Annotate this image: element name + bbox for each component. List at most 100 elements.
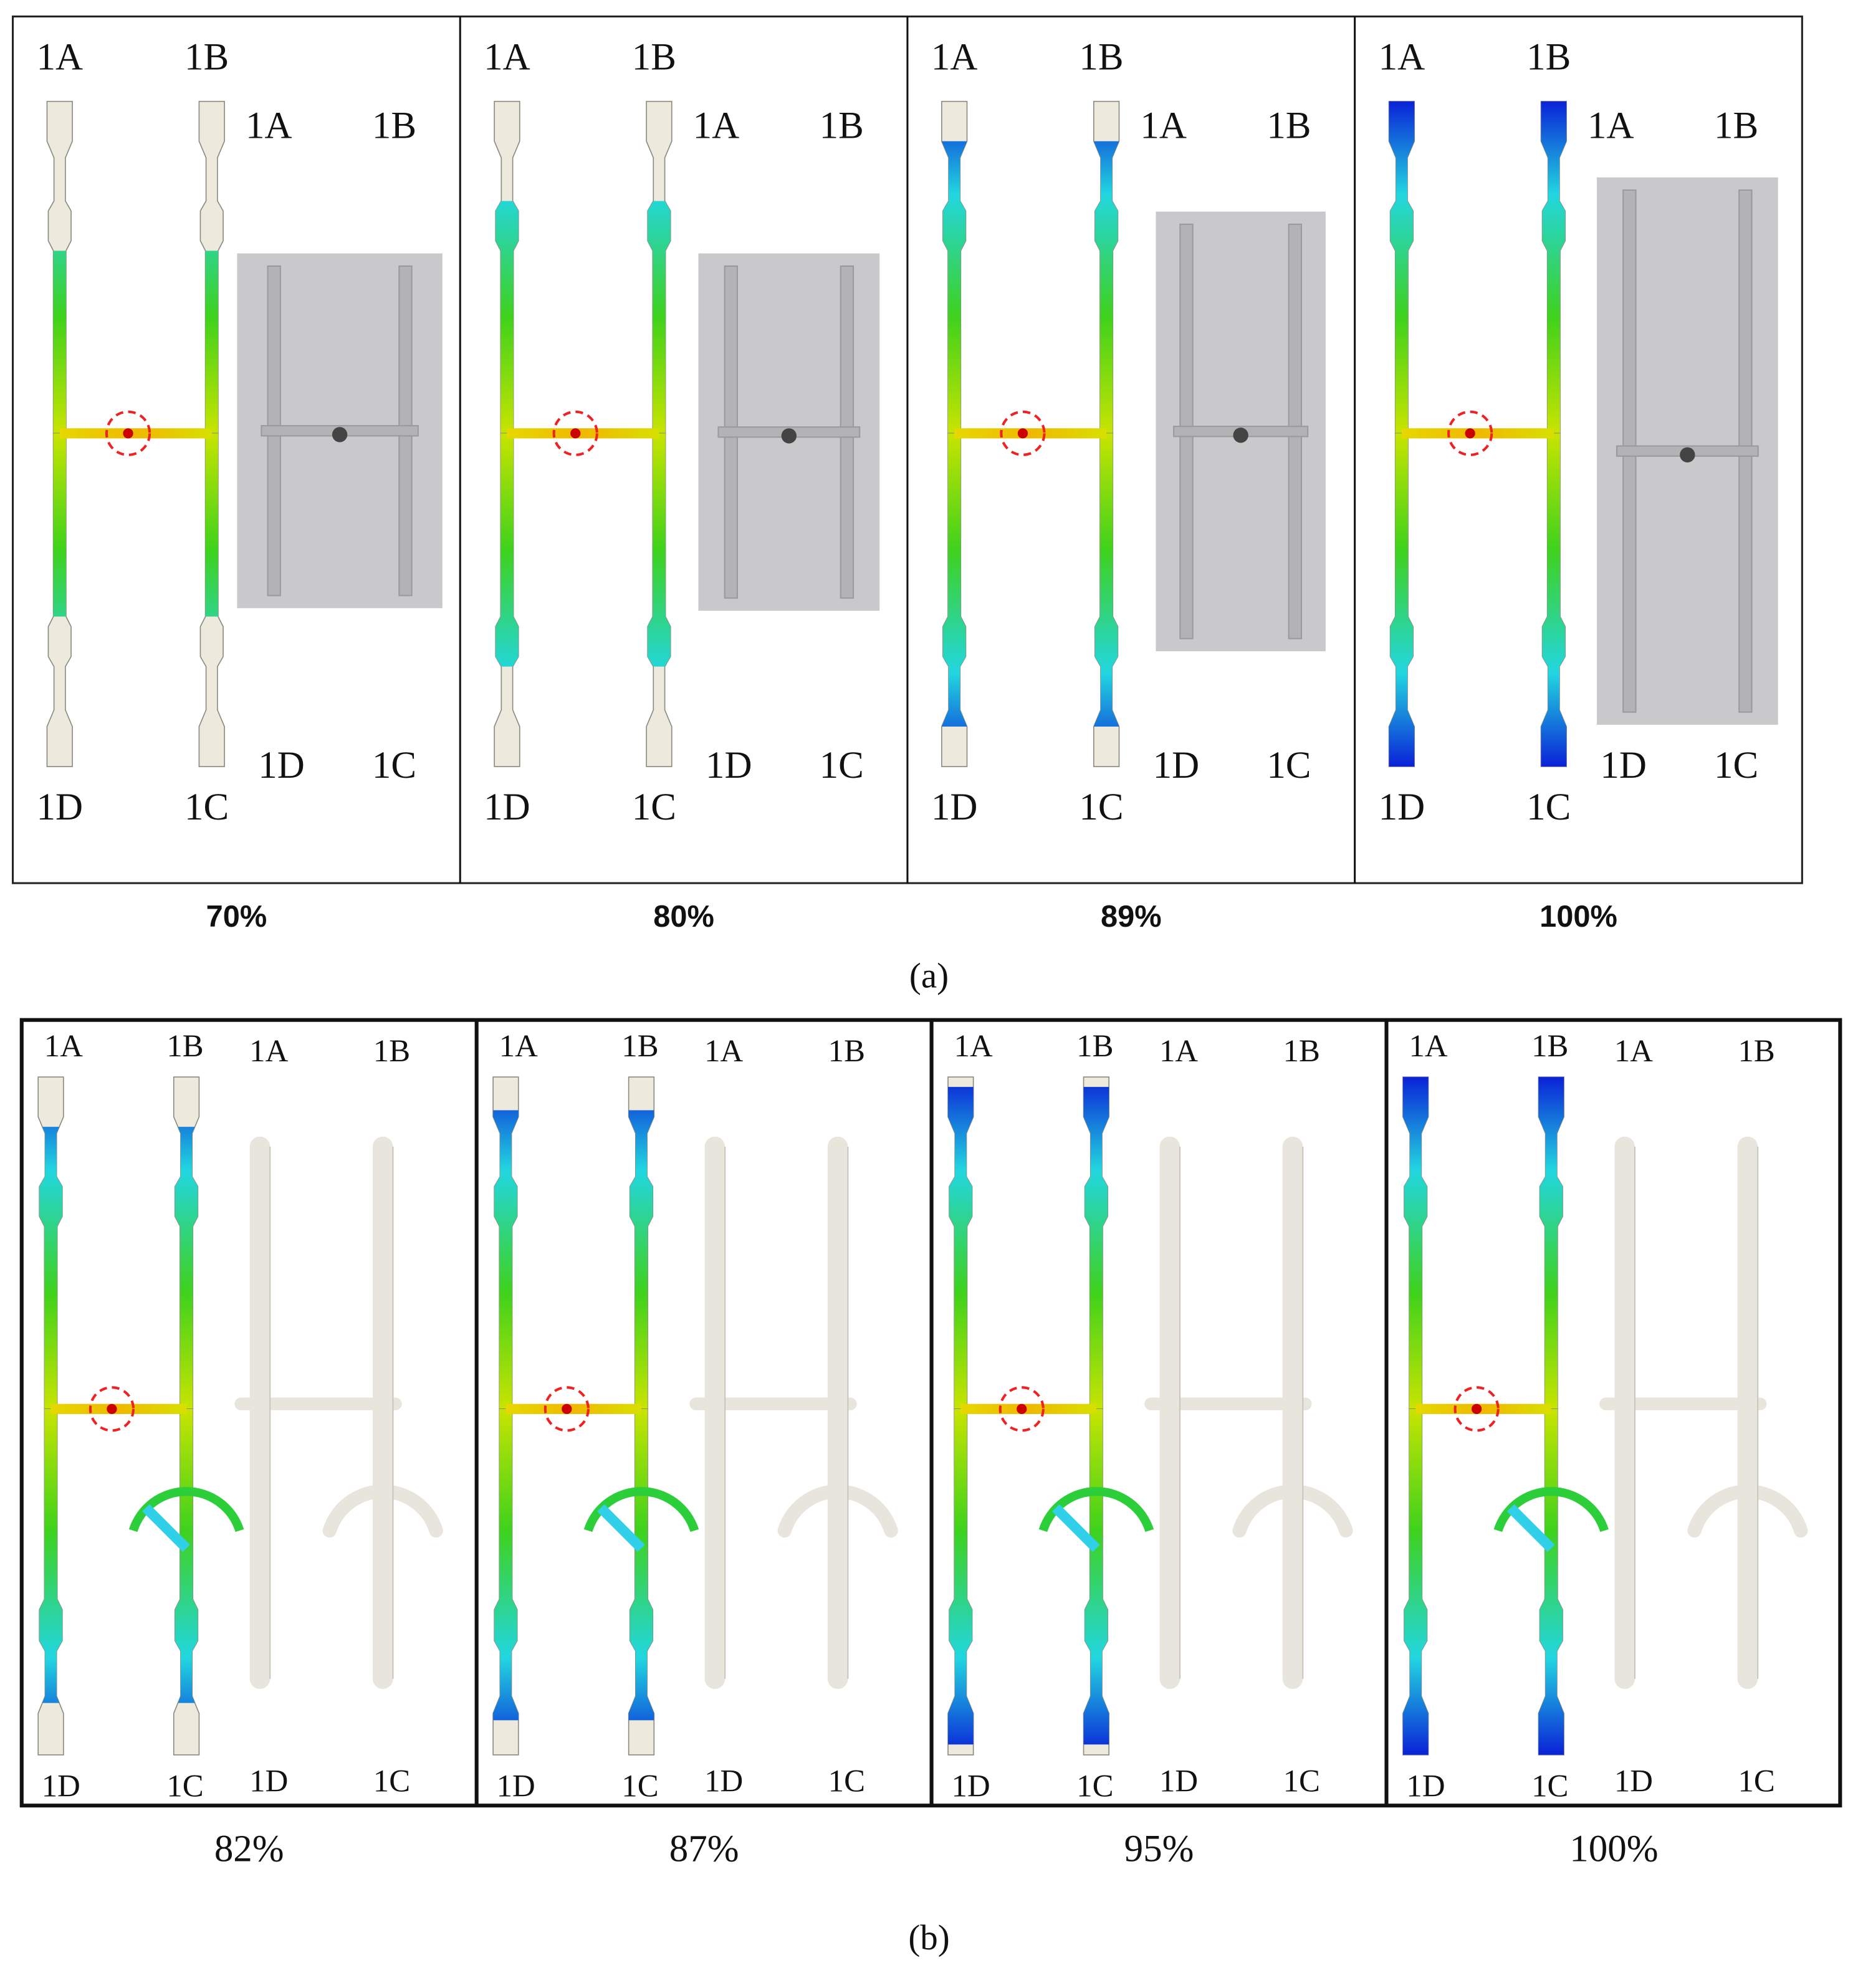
sim-label: 1B [1531,1028,1568,1063]
branch [1506,1504,1555,1552]
panel-caption: (b) [908,1918,949,1957]
sim-label: 1D [36,786,83,828]
photo-label: 1C [1267,745,1311,786]
filled-section [1083,1087,1109,1409]
filled-section [39,1408,62,1703]
gate [107,1403,117,1414]
filled-section [947,1087,974,1409]
sim-label: 1B [184,37,229,79]
photo-label: 1B [1714,105,1758,146]
photo-label: 1C [1714,745,1758,786]
filled-section [1541,101,1567,434]
filled-section [53,433,66,617]
sim-label: 1C [1531,1768,1568,1803]
photo-label: 1A [704,1033,743,1068]
sim-label: 1B [1526,37,1571,79]
photo-label: 1A [1140,105,1187,146]
photo-label: 1D [1614,1763,1653,1798]
fill-percent: 100% [1540,900,1617,934]
sim-label: 1C [1076,1768,1113,1803]
photo-part [322,1484,443,1538]
photo-label: 1D [1153,745,1200,786]
gate-marker [1453,1386,1500,1432]
photo-label: 1C [820,745,864,786]
photo-label: 1D [704,1763,743,1798]
filled-section [941,433,967,727]
filled-section [1093,141,1119,434]
filled-section [1538,1077,1564,1409]
sim-label: 1A [1409,1028,1448,1063]
gate-marker [552,410,598,456]
runner [954,428,1107,439]
gate [1017,428,1028,439]
gate [1017,1403,1027,1414]
sim-label: 1C [632,786,676,828]
arc-runner [583,1487,699,1532]
gate-marker [105,410,151,456]
photo-label: 1B [1738,1033,1774,1068]
photo-label: 1B [373,1033,410,1068]
filled-section [1402,1408,1429,1755]
sim-label: 1C [621,1768,658,1803]
photo-label: 1B [820,105,864,146]
sim-label: 1D [497,1768,535,1803]
fill-percent: 100% [1569,1828,1658,1870]
photo-label: 1A [693,105,740,146]
runner [1415,1403,1551,1414]
sim-label: 1C [166,1768,203,1803]
panel-caption: (a) [909,957,949,996]
photo-label: 1A [1587,105,1634,146]
runner [505,1403,641,1414]
runner [1401,428,1554,439]
arc-runner [128,1487,244,1532]
filled-section [175,1408,198,1703]
photo-label: 1D [1600,745,1647,786]
runner [59,428,212,439]
gate-marker [998,1386,1045,1432]
filled-section [175,1127,198,1409]
photo-label: 1C [1283,1763,1320,1798]
photo-label: 1C [372,745,416,786]
photo-label: 1A [1614,1033,1653,1068]
filled-section [205,251,218,434]
gate [1465,428,1475,439]
filled-section [493,1110,519,1409]
photo-label: 1D [258,745,305,786]
sim-label: 1D [952,1768,990,1803]
gate [123,428,133,439]
filled-section [1389,101,1415,434]
sim-label: 1C [1526,786,1571,828]
runner [507,428,659,439]
filled-section [496,201,519,434]
fill-percent: 80% [653,900,714,934]
filled-section [648,433,671,667]
sim-label: 1D [1406,1768,1445,1803]
filled-section [1389,433,1415,767]
sim-label: 1A [931,37,978,79]
sim-label: 1A [954,1028,993,1063]
filled-section [205,433,218,617]
photo-label: 1D [249,1763,288,1798]
sim-label: 1A [484,37,530,79]
sim-label: 1D [484,786,530,828]
sim-label: 1A [499,1028,538,1063]
sim-label: 1D [1379,786,1425,828]
sim-label: 1A [44,1028,83,1063]
sim-label: 1B [621,1028,658,1063]
photo-part [1232,1484,1353,1538]
filled-section [493,1408,519,1721]
filled-section [947,1408,974,1745]
filled-section [39,1127,62,1409]
photo-label: 1B [372,105,416,146]
gate-marker [89,1386,135,1432]
sim-label: 1D [42,1768,80,1803]
photo-label: 1D [1159,1763,1198,1798]
gate [562,1403,572,1414]
photo-label: 1B [828,1033,865,1068]
photo-label: 1A [249,1033,288,1068]
sim-label: 1A [36,37,83,79]
gate [570,428,581,439]
sim-label: 1D [931,786,978,828]
photo-gate [1233,428,1248,443]
